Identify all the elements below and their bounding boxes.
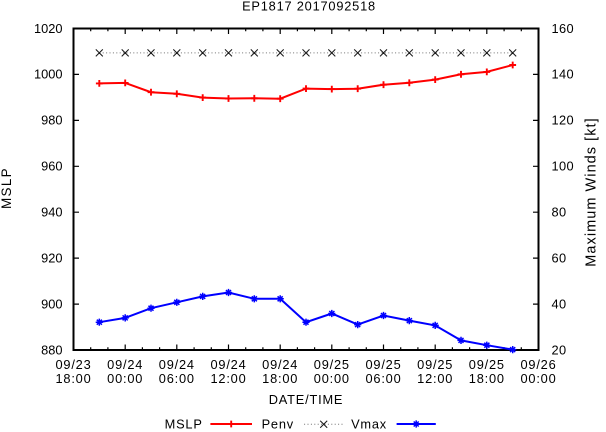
svg-text:EP1817 2017092518: EP1817 2017092518 bbox=[242, 0, 376, 14]
svg-text:140: 140 bbox=[552, 67, 575, 82]
svg-text:40: 40 bbox=[552, 296, 567, 311]
svg-text:160: 160 bbox=[552, 21, 575, 36]
svg-text:100: 100 bbox=[552, 159, 575, 174]
svg-text:MSLP: MSLP bbox=[165, 417, 203, 432]
svg-text:920: 920 bbox=[41, 250, 62, 265]
svg-text:120: 120 bbox=[552, 113, 575, 128]
svg-text:Vmax: Vmax bbox=[351, 417, 387, 432]
svg-text:Penv: Penv bbox=[262, 417, 294, 432]
svg-text:960: 960 bbox=[41, 159, 62, 174]
svg-text:09/2518:00: 09/25 18:00 bbox=[469, 357, 505, 386]
svg-text:80: 80 bbox=[552, 205, 567, 220]
svg-text:980: 980 bbox=[41, 113, 62, 128]
svg-text:1000: 1000 bbox=[34, 67, 62, 82]
svg-text:MSLP: MSLP bbox=[0, 167, 14, 209]
svg-text:900: 900 bbox=[41, 296, 62, 311]
svg-text:DATE/TIME: DATE/TIME bbox=[269, 392, 344, 407]
svg-text:880: 880 bbox=[41, 342, 62, 357]
svg-text:940: 940 bbox=[41, 205, 62, 220]
svg-text:Maximum Winds [kt]: Maximum Winds [kt] bbox=[584, 117, 600, 266]
svg-text:60: 60 bbox=[552, 250, 567, 265]
svg-text:20: 20 bbox=[552, 342, 567, 357]
svg-text:1020: 1020 bbox=[34, 21, 62, 36]
